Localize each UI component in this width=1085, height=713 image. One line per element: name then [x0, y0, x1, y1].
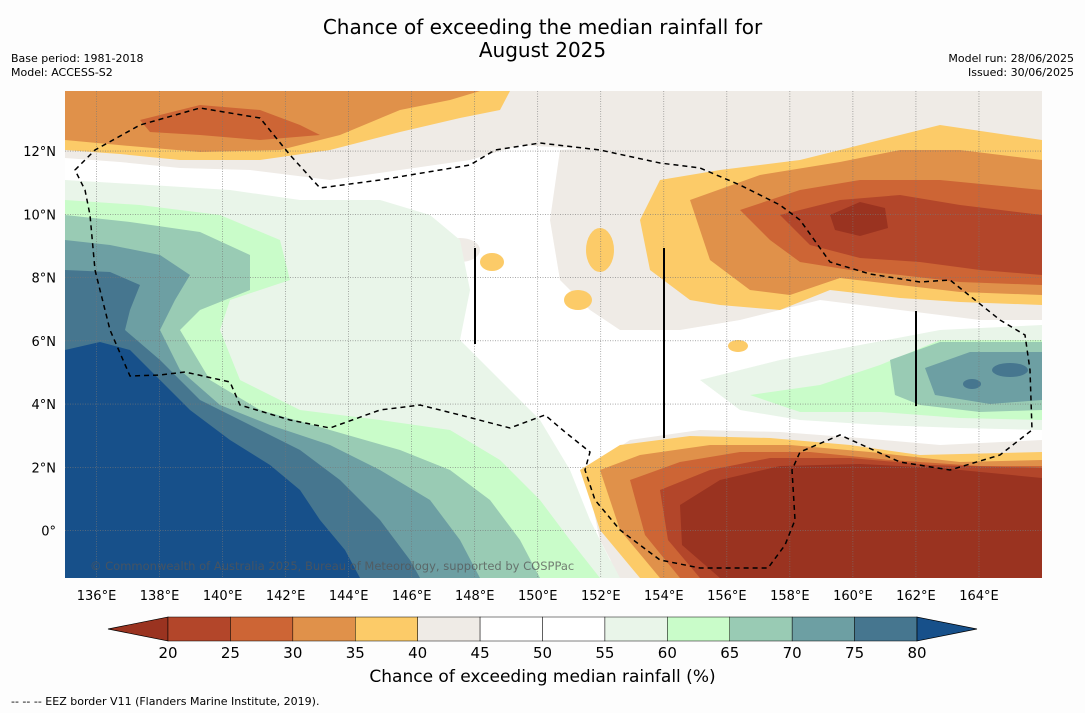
issued-text: Issued: 30/06/2025: [967, 66, 1074, 79]
longitude-tick-label: 160°E: [833, 589, 873, 604]
longitude-tick-label: 158°E: [770, 589, 810, 604]
colorbar-title: Chance of exceeding median rainfall (%): [369, 667, 716, 687]
colorbar-tick-label: 30: [283, 644, 302, 662]
colorbar-high-extension: [916, 616, 978, 642]
northeast-darkred-region: [830, 202, 888, 236]
yellow-patch: [586, 228, 614, 272]
model-text: Model: ACCESS-S2: [11, 66, 113, 79]
map-title-line2: August 2025: [478, 38, 607, 62]
longitude-tick-label: 148°E: [455, 589, 495, 604]
latitude-tick-label: 2°N: [32, 461, 57, 476]
colorbar-low-extension: [107, 616, 169, 642]
footnote-text: -- -- -- EEZ border V11 (Flanders Marine…: [11, 695, 320, 708]
longitude-tick-label: 156°E: [707, 589, 747, 604]
graticule: [65, 91, 1042, 578]
colorbar-swatch: [479, 616, 543, 642]
colorbar-tick-label: 25: [221, 644, 240, 662]
colorbar-tick-label: 75: [845, 644, 864, 662]
yellow-patch: [564, 290, 592, 310]
eez-border: [74, 107, 1033, 569]
colorbar-tick-label: 65: [720, 644, 739, 662]
colorbar-tick-label: 20: [158, 644, 177, 662]
map-plot-area: [65, 91, 1042, 578]
colorbar-tick-label: 70: [783, 644, 802, 662]
longitude-tick-label: 152°E: [581, 589, 621, 604]
longitude-tick-label: 162°E: [896, 589, 936, 604]
colorbar-swatch: [292, 616, 356, 642]
longitude-tick-label: 144°E: [329, 589, 369, 604]
colorbar-tick-label: 35: [346, 644, 365, 662]
model-run-text: Model run: 28/06/2025: [948, 52, 1074, 65]
east-darkslate-patch: [992, 363, 1028, 377]
colorbar-tick-label: 40: [408, 644, 427, 662]
colorbar-tick-label: 60: [658, 644, 677, 662]
map-title-line1: Chance of exceeding the median rainfall …: [322, 15, 763, 39]
colorbar-swatch: [729, 616, 793, 642]
yellow-patch: [728, 340, 748, 352]
colorbar-tick-label: 80: [907, 644, 926, 662]
southeast-darkred-region: [680, 464, 1042, 578]
colorbar-tick-label: 45: [471, 644, 490, 662]
colorbar-swatch: [355, 616, 418, 642]
latitude-labels: 12°N 10°N 8°N 6°N 4°N 2°N 0°: [23, 145, 56, 539]
colorbar-swatch: [230, 616, 294, 642]
longitude-tick-label: 164°E: [959, 589, 999, 604]
latitude-tick-label: 6°N: [32, 335, 57, 350]
colorbar-tick-label: 50: [533, 644, 552, 662]
latitude-tick-label: 8°N: [32, 272, 57, 287]
colorbar-swatch: [791, 616, 855, 642]
longitude-tick-label: 146°E: [392, 589, 432, 604]
longitude-tick-label: 136°E: [77, 589, 117, 604]
colorbar-swatch: [854, 616, 918, 642]
latitude-tick-label: 12°N: [23, 145, 56, 160]
latitude-tick-label: 0°: [41, 525, 56, 540]
base-period-text: Base period: 1981-2018: [11, 52, 144, 65]
north-darkorange-region: [140, 105, 320, 140]
colorbar-swatch: [542, 616, 606, 642]
longitude-tick-label: 140°E: [203, 589, 243, 604]
colorbar-swatch: [667, 616, 730, 642]
longitude-tick-label: 154°E: [644, 589, 684, 604]
latitude-tick-label: 4°N: [32, 398, 57, 413]
longitude-labels: 136°E 138°E 140°E 142°E 144°E 146°E 148°E 150°E…: [77, 589, 999, 604]
colorbar-swatch: [167, 616, 231, 642]
east-darkslate-patch: [963, 379, 981, 389]
yellow-patch: [480, 253, 504, 271]
copyright-text: © Commonwealth of Australia 2025, Bureau…: [90, 559, 574, 573]
west-navy-region: [65, 342, 360, 578]
longitude-tick-label: 142°E: [266, 589, 306, 604]
longitude-tick-label: 138°E: [140, 589, 180, 604]
colorbar-tick-label: 55: [595, 644, 614, 662]
latitude-tick-label: 10°N: [23, 208, 56, 223]
colorbar-swatch: [417, 616, 481, 642]
colorbar: 20 25 30 35 40 45 50 55 60 65 70 75 80: [107, 616, 978, 662]
longitude-tick-label: 150°E: [518, 589, 558, 604]
colorbar-swatch: [604, 616, 668, 642]
